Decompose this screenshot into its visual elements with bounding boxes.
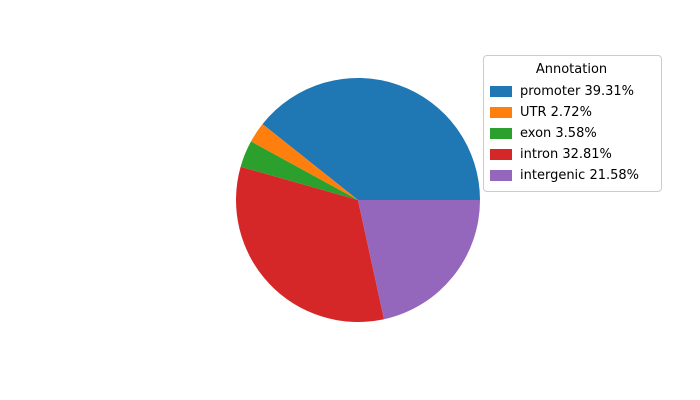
legend: Annotation promoter 39.31% UTR 2.72% exo… [483,55,662,192]
legend-item-intron: intron 32.81% [490,144,653,165]
legend-label-exon: exon 3.58% [520,126,597,141]
legend-label-intergenic: intergenic 21.58% [520,168,640,183]
legend-label-utr: UTR 2.72% [520,105,592,120]
pie-slice-promoter [262,77,480,200]
legend-label-promoter: promoter 39.31% [520,84,635,99]
legend-item-promoter: promoter 39.31% [490,81,653,102]
legend-swatch-intron [490,149,512,160]
legend-swatch-promoter [490,86,512,97]
legend-item-exon: exon 3.58% [490,123,653,144]
pie-slice-intergenic [358,200,480,320]
legend-swatch-exon [490,128,512,139]
legend-swatch-utr [490,107,512,118]
legend-label-intron: intron 32.81% [520,147,612,162]
pie-slice-intron [235,166,385,322]
pie-slice-UTR [250,124,358,200]
legend-swatch-intergenic [490,170,512,181]
legend-title: Annotation [535,62,608,77]
pie-slice-exon [240,141,358,200]
legend-item-utr: UTR 2.72% [490,102,653,123]
legend-item-intergenic: intergenic 21.58% [490,165,653,186]
